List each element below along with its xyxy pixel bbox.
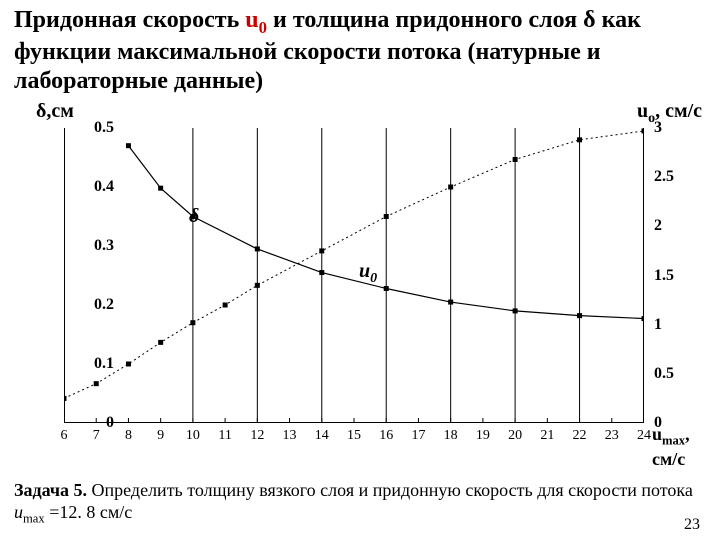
- ytick-left: 0.4: [74, 178, 114, 196]
- ytick-right: 0.5: [654, 365, 694, 383]
- xtick: 16: [379, 428, 393, 444]
- xtick: 6: [61, 428, 68, 444]
- delta-series-label: δ: [189, 205, 199, 228]
- slide: Придонная скорость u0 и толщина придонно…: [0, 0, 720, 540]
- chart: δ,см uo, см/с 00.10.20.30.40.5 00.511.52…: [14, 100, 706, 460]
- ytick-left: 0.5: [74, 119, 114, 137]
- ytick-right: 1: [654, 316, 694, 334]
- xtick: 19: [476, 428, 490, 444]
- title-delta: δ: [583, 7, 595, 33]
- page-number: 23: [684, 516, 700, 534]
- xtick: 20: [508, 428, 522, 444]
- xtick: 12: [250, 428, 264, 444]
- title-text: Придонная скорость: [14, 7, 245, 33]
- xtick: 21: [540, 428, 554, 444]
- ytick-right: 1.5: [654, 267, 694, 285]
- xtick: 23: [605, 428, 619, 444]
- xtick: 17: [411, 428, 425, 444]
- xtick: 22: [573, 428, 587, 444]
- xtick: 18: [444, 428, 458, 444]
- ytick-left: 0.1: [74, 355, 114, 373]
- xtick: 13: [283, 428, 297, 444]
- u0-series-label: u0: [359, 260, 377, 287]
- ytick-right: 3: [654, 119, 694, 137]
- x-axis-label: umax, см/с: [652, 424, 706, 470]
- xtick: 9: [157, 428, 164, 444]
- ytick-right: 2.5: [654, 168, 694, 186]
- xtick: 7: [93, 428, 100, 444]
- xtick: 15: [347, 428, 361, 444]
- xtick: 14: [315, 428, 329, 444]
- task-text: Задача 5. Определить толщину вязкого сло…: [14, 480, 706, 526]
- title-text2: и толщина придонного слоя: [267, 7, 583, 33]
- xtick: 24: [637, 428, 651, 444]
- xtick: 10: [186, 428, 200, 444]
- ytick-right: 2: [654, 217, 694, 235]
- ytick-left: 0.3: [74, 237, 114, 255]
- ytick-left: 0.2: [74, 296, 114, 314]
- plot-area: [64, 128, 644, 423]
- xtick: 8: [125, 428, 132, 444]
- chart-svg: [64, 128, 644, 423]
- slide-title: Придонная скорость u0 и толщина придонно…: [14, 6, 706, 96]
- title-u0: u0: [245, 7, 267, 33]
- y-axis-left-label: δ,см: [36, 100, 74, 123]
- xtick: 11: [218, 428, 231, 444]
